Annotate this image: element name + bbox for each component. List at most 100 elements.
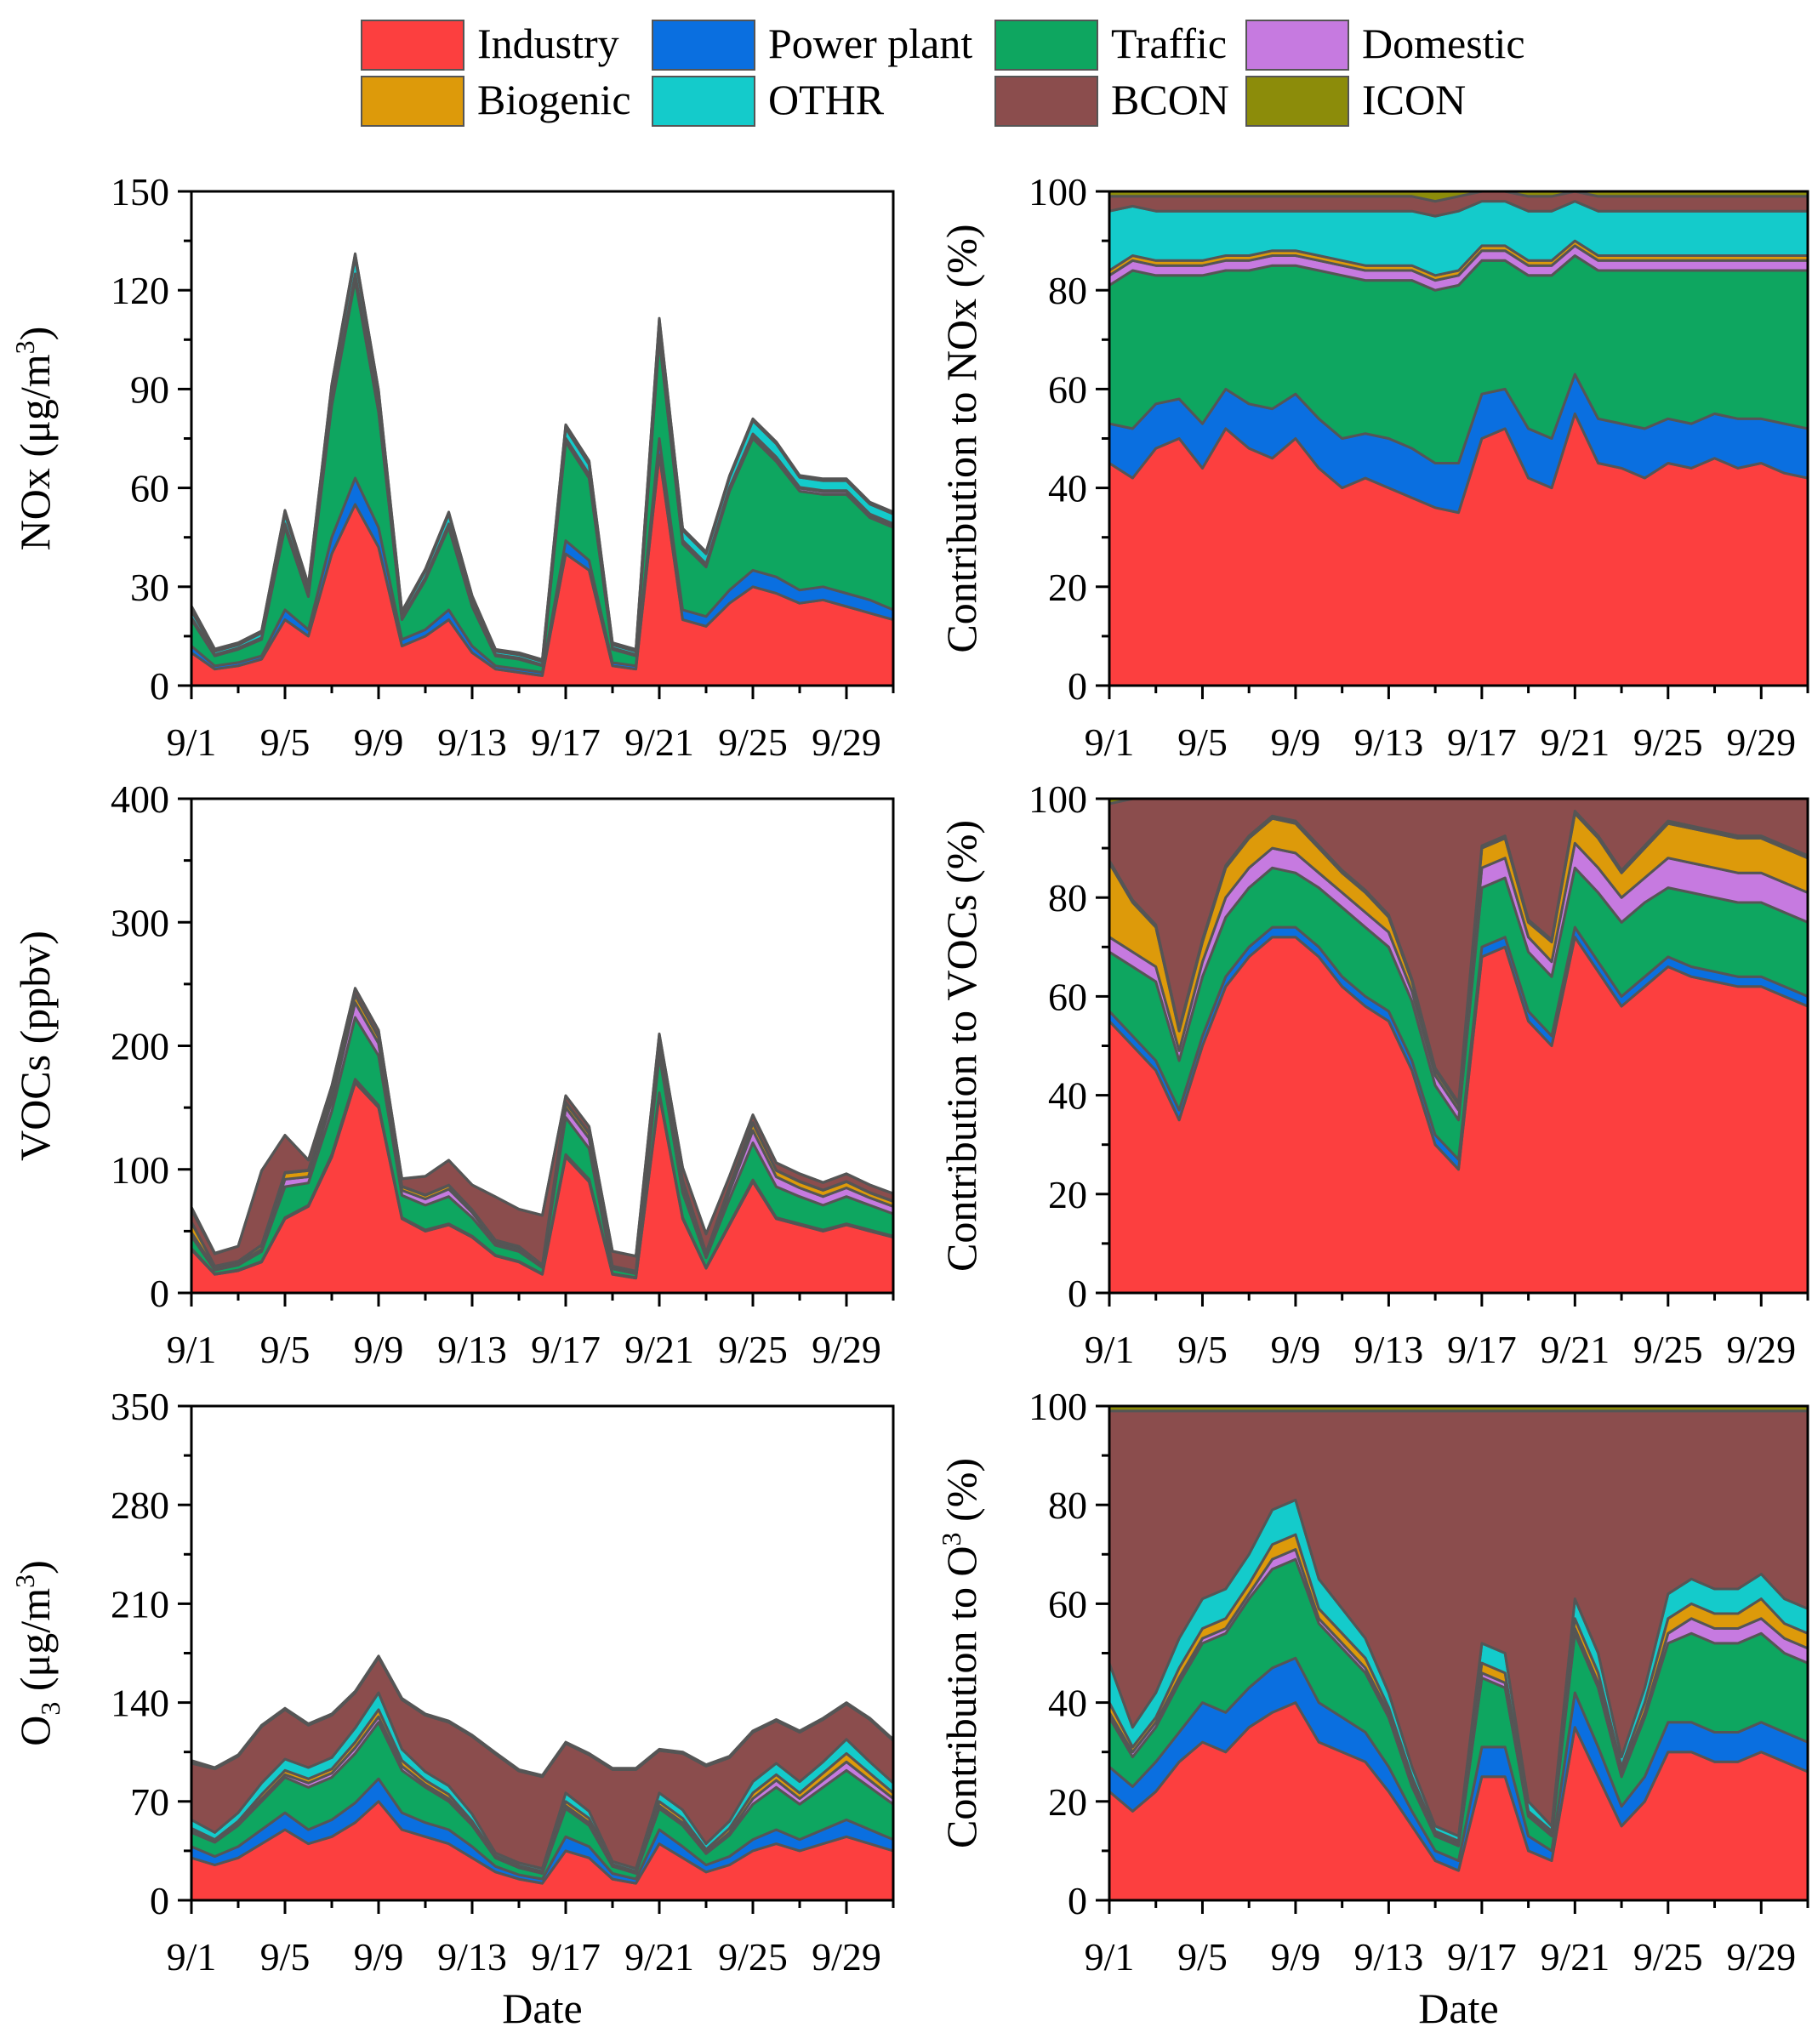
y-tick-label: 200 — [111, 1025, 169, 1068]
y-tick-label: 400 — [111, 777, 169, 821]
y-tick-label: 60 — [130, 467, 169, 510]
y-tick-label: 60 — [1048, 1582, 1087, 1626]
x-tick-label: 9/21 — [1540, 1328, 1610, 1371]
x-tick-label: 9/29 — [1726, 1328, 1796, 1371]
panel-o3-abs: 0 70 140 210 280 350 9/1 9/5 9/9 9/13 9/17 9/21 9/25… — [9, 1385, 895, 2032]
y-tick-label: 100 — [1029, 1385, 1087, 1428]
x-tick-label: 9/9 — [354, 1328, 404, 1371]
x-tick-label: 9/29 — [1726, 720, 1796, 764]
y-tick-label: 90 — [130, 367, 169, 411]
legend-label-industry: Industry — [477, 20, 619, 67]
y-tick-label: 60 — [1048, 367, 1087, 411]
legend-swatch-power — [652, 20, 755, 71]
legend-swatch-bcon — [994, 76, 1098, 127]
y-tick-label: 100 — [1029, 170, 1087, 214]
y-tick-label: 0 — [150, 664, 169, 708]
x-tick-label: 9/1 — [167, 1935, 217, 1979]
legend-label-traffic: Traffic — [1111, 20, 1227, 67]
legend-item-domestic: Domestic — [1245, 20, 1525, 71]
x-tick-label: 9/1 — [1085, 720, 1135, 764]
legend-item-icon: ICON — [1245, 76, 1466, 127]
x-tick-label: 9/1 — [1085, 1935, 1135, 1979]
legend-item-traffic: Traffic — [994, 20, 1227, 71]
y-tick-label: 0 — [1068, 664, 1087, 708]
legend-swatch-domestic — [1245, 20, 1349, 71]
legend-label-othr: OTHR — [768, 76, 885, 123]
y-tick-label: 120 — [111, 269, 169, 312]
y-tick-label: 60 — [1048, 975, 1087, 1018]
x-tick-label: 9/25 — [718, 1328, 788, 1371]
legend-swatch-othr — [652, 76, 755, 127]
legend-item-industry: Industry — [361, 20, 619, 71]
y-tick-label: 70 — [130, 1780, 169, 1824]
legend-label-bcon: BCON — [1111, 76, 1229, 123]
x-tick-label: 9/17 — [531, 1328, 601, 1371]
legend-swatch-industry — [361, 20, 464, 71]
area-icon — [1109, 191, 1808, 203]
x-tick-label: 9/29 — [812, 1935, 881, 1979]
y-tick-label: 140 — [111, 1682, 169, 1725]
y-axis-label: Contribution to O3 (%) — [936, 1458, 985, 1848]
y-axis-label: NOx (μg/m3) — [9, 327, 59, 551]
y-tick-label: 210 — [111, 1582, 169, 1626]
panel-nox-abs: 0 30 60 90 120 150 9/1 9/5 9/9 9/13 9/17 9/21 9/25 9/… — [9, 170, 895, 764]
y-tick-label: 100 — [111, 1148, 169, 1192]
x-tick-label: 9/25 — [1633, 720, 1703, 764]
y-axis-label: O3 (μg/m3) — [9, 1560, 66, 1746]
legend-label-domestic: Domestic — [1362, 20, 1525, 67]
area-bcon — [1109, 799, 1808, 1104]
stacked-areas — [1109, 1406, 1808, 1900]
y-tick-label: 350 — [111, 1385, 169, 1428]
x-tick-label: 9/13 — [437, 1935, 507, 1979]
x-tick-label: 9/17 — [531, 1935, 601, 1979]
x-tick-label: 9/21 — [1540, 720, 1610, 764]
legend-swatch-traffic — [994, 20, 1098, 71]
legend-item-bcon: BCON — [994, 76, 1229, 127]
x-tick-label: 9/21 — [624, 1935, 694, 1979]
stacked-areas — [191, 987, 893, 1293]
y-tick-label: 0 — [150, 1879, 169, 1922]
panel-voc-abs: 0 100 200 300 400 9/1 9/5 9/9 9/13 9/17 9/21 9/25 9/… — [11, 777, 895, 1371]
y-axis-label: Contribution to NOx (%) — [937, 224, 985, 652]
x-tick-label: 9/9 — [1271, 1328, 1321, 1371]
area-icon — [191, 252, 893, 662]
panel-voc-pct: 0 20 40 60 80 100 9/1 9/5 9/9 9/13 9/17 9/21 9/25 9/2… — [937, 777, 1809, 1371]
x-tick-label: 9/13 — [1354, 1935, 1424, 1979]
y-tick-label: 300 — [111, 901, 169, 944]
legend: Industry Power plant Traffic Domestic Biogen… — [361, 20, 1525, 127]
panels: 0 30 60 90 120 150 9/1 9/5 9/9 9/13 9/17 9/21 9/25 9/… — [9, 170, 1809, 2032]
y-tick-label: 40 — [1048, 1074, 1087, 1118]
x-tick-label: 9/17 — [1447, 720, 1517, 764]
y-tick-label: 0 — [1068, 1879, 1087, 1922]
legend-label-power: Power plant — [768, 20, 972, 67]
y-tick-label: 80 — [1048, 269, 1087, 312]
legend-item-biogenic: Biogenic — [361, 76, 631, 127]
panel-nox-pct: 0 20 40 60 80 100 9/1 9/5 9/9 9/13 9/17 9/21 9/25 9/2… — [937, 170, 1809, 764]
x-tick-label: 9/17 — [1447, 1935, 1517, 1979]
x-tick-label: 9/13 — [437, 720, 507, 764]
x-tick-label: 9/25 — [1633, 1328, 1703, 1371]
legend-item-power: Power plant — [652, 20, 972, 71]
x-tick-label: 9/5 — [260, 1935, 311, 1979]
x-tick-label: 9/21 — [624, 720, 694, 764]
x-tick-label: 9/1 — [167, 720, 217, 764]
y-tick-label: 40 — [1048, 1682, 1087, 1725]
stacked-areas — [1109, 191, 1808, 686]
x-tick-label: 9/9 — [1271, 720, 1321, 764]
x-tick-label: 9/5 — [260, 720, 311, 764]
y-tick-label: 80 — [1048, 876, 1087, 920]
x-tick-label: 9/9 — [354, 1935, 404, 1979]
x-tick-label: 9/13 — [437, 1328, 507, 1371]
y-tick-label: 20 — [1048, 1780, 1087, 1824]
x-tick-label: 9/29 — [812, 1328, 881, 1371]
stacked-areas — [1109, 799, 1808, 1293]
x-tick-label: 9/25 — [718, 720, 788, 764]
x-tick-label: 9/17 — [1447, 1328, 1517, 1371]
y-tick-label: 280 — [111, 1483, 169, 1527]
x-tick-label: 9/21 — [1540, 1935, 1610, 1979]
x-tick-label: 9/9 — [1271, 1935, 1321, 1979]
x-tick-label: 9/5 — [260, 1328, 311, 1371]
x-tick-label: 9/13 — [1354, 1328, 1424, 1371]
legend-item-othr: OTHR — [652, 76, 885, 127]
